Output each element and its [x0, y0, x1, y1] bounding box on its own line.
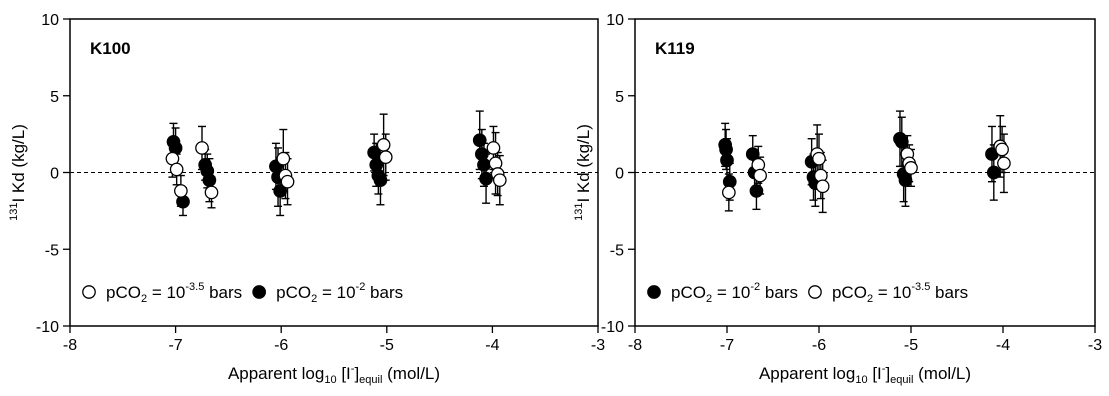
data-point-open: [174, 184, 188, 198]
data-point-filled: [479, 171, 493, 186]
y-tick-label: 10: [606, 12, 624, 29]
legend: pCO2 = 10-2 bars pCO2 = 10-3.5 bars: [647, 281, 968, 305]
panel-label: K119: [655, 39, 695, 58]
data-point-open: [378, 150, 393, 164]
data-point-open: [195, 141, 209, 155]
data-point-open: [492, 173, 507, 188]
legend-label: pCO2 = 10-2 bars: [276, 281, 403, 305]
y-tick-label: -5: [610, 242, 624, 259]
data-point-open: [486, 141, 501, 155]
legend-marker-filled: [252, 285, 267, 299]
series-open: [165, 113, 507, 209]
plot-frame: [634, 18, 1096, 327]
x-tick-label: -6: [274, 337, 288, 354]
y-tick-label: -10: [36, 319, 59, 336]
data-point-filled: [472, 133, 487, 148]
x-axis-label: Apparent log10 [I-]equil (mol/L): [759, 363, 971, 386]
x-tick-label: -7: [720, 337, 734, 354]
y-tick-label: 0: [615, 166, 624, 183]
data-point-filled: [894, 134, 909, 149]
x-tick-label: -7: [168, 337, 182, 354]
x-axis-label: Apparent log10 [I-]equil (mol/L): [228, 363, 440, 386]
x-tick-label: -4: [996, 337, 1010, 354]
x-tick-label: -3: [591, 337, 605, 354]
chart-panel-k100: -8 -7 -6 -5 -4 -3 -10 -5 0 5 10 K100 Apparent log10 …: [8, 12, 605, 386]
x-tick-label: -3: [1088, 337, 1102, 354]
y-tick-label: 0: [50, 166, 59, 183]
legend: pCO2 = 10-3.5 bars pCO2 = 10-2 bars: [82, 281, 403, 305]
data-point-open: [753, 168, 767, 183]
data-point-open: [812, 151, 826, 166]
data-point-filled: [720, 153, 734, 168]
legend-label: pCO2 = 10-3.5 bars: [106, 281, 242, 305]
x-tick-label: -6: [812, 337, 826, 354]
y-axis-label: 131I Kd (kg/L): [573, 124, 593, 221]
x-tick-label: -8: [628, 337, 642, 354]
legend-marker-filled: [647, 285, 661, 299]
x-tick-label: -5: [904, 337, 918, 354]
data-point-open: [280, 174, 295, 189]
x-tick-label: -4: [485, 337, 499, 354]
y-tick-label: 5: [615, 89, 624, 106]
data-point-open: [997, 156, 1011, 171]
data-point-open: [815, 179, 830, 194]
data-point-open: [995, 142, 1009, 157]
legend-marker-open: [808, 285, 822, 299]
legend-label: pCO2 = 10-3.5 bars: [832, 281, 968, 305]
y-tick-label: -5: [45, 242, 59, 259]
data-point-filled: [477, 157, 491, 172]
data-point-open: [376, 138, 391, 152]
y-axis-label: 131I Kd (kg/L): [8, 124, 28, 221]
data-point-open: [904, 161, 918, 175]
data-point-open: [721, 185, 736, 200]
data-point-open: [169, 162, 184, 177]
data-point-filled: [202, 173, 217, 188]
series-filled: [166, 110, 493, 217]
x-tick-label: -8: [63, 337, 77, 354]
legend-label: pCO2 = 10-2 bars: [671, 281, 798, 305]
y-tick-label: 5: [50, 89, 59, 106]
data-point-open: [276, 151, 291, 166]
y-tick-label: -10: [601, 319, 624, 336]
legend-marker-open: [82, 285, 96, 299]
x-tick-label: -5: [380, 337, 394, 354]
series-open: [721, 115, 1011, 214]
panel-label: K100: [90, 39, 131, 58]
data-point-open: [204, 185, 219, 200]
y-tick-label: 10: [41, 12, 59, 29]
